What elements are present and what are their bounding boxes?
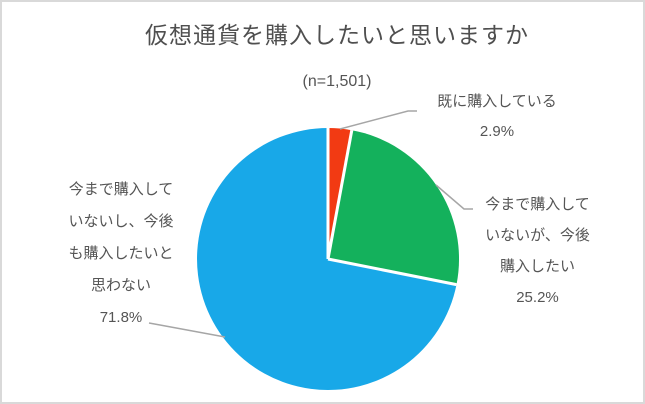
callout-value: 2.9%: [479, 123, 515, 140]
callout-label-line: いないし、今後: [68, 213, 174, 230]
callout-label-line: 今まで購入して: [485, 196, 590, 213]
slice-separator: [327, 257, 457, 287]
callout-label-line: も購入したいと: [68, 245, 174, 262]
slice-separator: [326, 129, 354, 260]
callout-value: 25.2%: [516, 289, 559, 306]
callout-label-line: 今まで購入して: [68, 181, 174, 198]
callout-already-purchased: 既に購入している 2.9%: [407, 87, 587, 147]
leader-line-0: [339, 110, 417, 130]
leader-line-1: [435, 184, 473, 210]
chart-title: 仮想通貨を購入したいと思いますか: [145, 22, 529, 48]
chart-subtitle: (n=1,501): [302, 73, 372, 90]
callout-value: 71.8%: [99, 309, 143, 326]
callout-label-line: 思わない: [90, 277, 151, 294]
callout-label-line: 購入したい: [499, 258, 575, 275]
pie-slice-1: [328, 130, 460, 285]
callout-label-line: 既に購入している: [437, 93, 557, 110]
callout-want-to-purchase: 今まで購入して いないが、今後 購入したい 25.2%: [465, 189, 610, 313]
callout-dont-want-to-purchase: 今まで購入して いないし、今後 も購入したいと 思わない 71.8%: [47, 174, 195, 334]
callout-label-line: いないが、今後: [485, 227, 590, 244]
leader-line-2: [148, 322, 226, 338]
